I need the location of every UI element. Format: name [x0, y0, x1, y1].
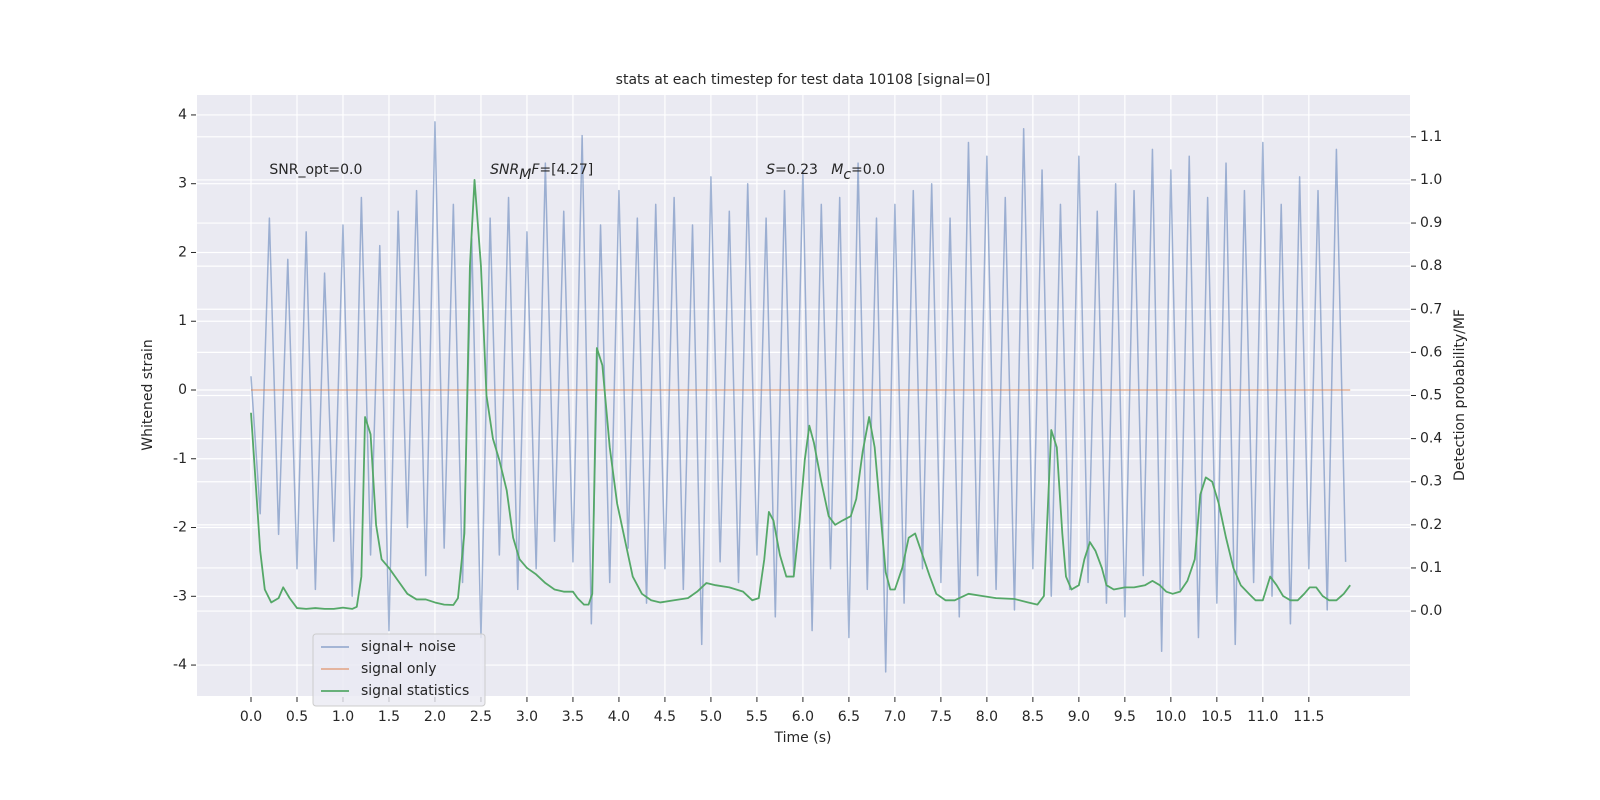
x-tick-label: 7.5 — [930, 709, 952, 725]
x-tick-label: 3.5 — [562, 709, 584, 725]
y-tick-label: -3 — [173, 588, 187, 604]
x-tick-label: 0.0 — [240, 709, 262, 725]
y-tick-label: 0 — [178, 382, 187, 398]
x-tick-label: 10.5 — [1201, 709, 1232, 725]
legend-label: signal+ noise — [361, 639, 456, 655]
x-tick-label: 8.0 — [976, 709, 998, 725]
y-tick-label: 2 — [178, 244, 187, 260]
y2-tick-label: 0.8 — [1420, 258, 1442, 274]
annotation-part: M — [519, 167, 531, 183]
x-tick-label: 3.0 — [516, 709, 538, 725]
y-tick-label: -1 — [173, 451, 187, 467]
y2-tick-label: 0.5 — [1420, 388, 1442, 404]
y-tick-label: -4 — [173, 657, 187, 673]
series-line — [250, 179, 1351, 610]
y-tick-label: 1 — [178, 313, 187, 329]
y2-tick-label: 0.9 — [1420, 215, 1442, 231]
y2-tick-label: 0.7 — [1420, 301, 1442, 317]
x-tick-label: 2.5 — [470, 709, 492, 725]
y2-tick-label: 1.0 — [1420, 172, 1442, 188]
y2-tick-label: 0.3 — [1420, 474, 1442, 490]
x-tick-label: 4.5 — [654, 709, 676, 725]
legend-box — [312, 633, 486, 707]
annotation-part: =0.0 — [851, 162, 885, 178]
x-tick-label: 0.5 — [286, 709, 308, 725]
y2-tick-label: 0.1 — [1420, 560, 1442, 576]
y2-tick-label: 1.1 — [1420, 129, 1442, 145]
x-tick-label: 11.0 — [1247, 709, 1278, 725]
y-tick-label: -2 — [173, 520, 187, 536]
x-tick-label: 6.5 — [838, 709, 860, 725]
y-tick-label: 4 — [178, 107, 187, 123]
x-axis-label: Time (s) — [774, 730, 832, 746]
y2-tick-label: 0.2 — [1420, 517, 1442, 533]
y2-tick-label: 0.6 — [1420, 344, 1442, 360]
y2-axis-label: Detection probability/MF — [1452, 309, 1468, 481]
x-tick-label: 1.0 — [332, 709, 354, 725]
x-tick-label: 5.5 — [746, 709, 768, 725]
annotation-part: =[4.27] — [539, 162, 593, 178]
x-tick-label: 9.0 — [1068, 709, 1090, 725]
x-tick-label: 4.0 — [608, 709, 630, 725]
x-tick-label: 5.0 — [700, 709, 722, 725]
x-tick-label: 10.0 — [1155, 709, 1186, 725]
annotation-part: S — [766, 162, 775, 178]
annotation-part: SNR — [490, 162, 519, 178]
x-tick-label: 7.0 — [884, 709, 906, 725]
legend-label: signal statistics — [361, 683, 469, 699]
annotation-part: M — [831, 162, 843, 178]
y2-tick-label: 0.4 — [1420, 431, 1442, 447]
x-tick-label: 8.5 — [1022, 709, 1044, 725]
y2-tick-label: 0.0 — [1420, 603, 1442, 619]
legend: signal+ noise signal only signal statistic… — [312, 633, 486, 707]
y-axis-label: Whitened strain — [140, 339, 156, 450]
x-tick-label: 9.5 — [1114, 709, 1136, 725]
x-tick-label: 6.0 — [792, 709, 814, 725]
legend-label: signal only — [361, 661, 436, 677]
chart-title: stats at each timestep for test data 101… — [616, 72, 991, 88]
ticks: 0.0 0.5 1.0 1.5 2.0 2.5 3.0 3.5 4.0 4.5 5.0 5.5 6.0 6… — [173, 107, 1442, 725]
x-tick-label: 1.5 — [378, 709, 400, 725]
x-tick-label: 2.0 — [424, 709, 446, 725]
annotation-part: =0.23 — [775, 162, 831, 178]
annotation: SNRMF=[4.27] — [490, 162, 593, 183]
annotation: SNR_opt=0.0 — [269, 162, 362, 178]
annotation: S=0.23 Mc=0.0 — [766, 162, 885, 183]
annotation-part: SNR_opt=0.0 — [269, 162, 362, 178]
series-line — [250, 121, 1347, 673]
annotation-part: F — [531, 162, 540, 178]
x-tick-label: 11.5 — [1293, 709, 1324, 725]
annotation-part: c — [843, 167, 851, 183]
y-tick-label: 3 — [178, 176, 187, 192]
